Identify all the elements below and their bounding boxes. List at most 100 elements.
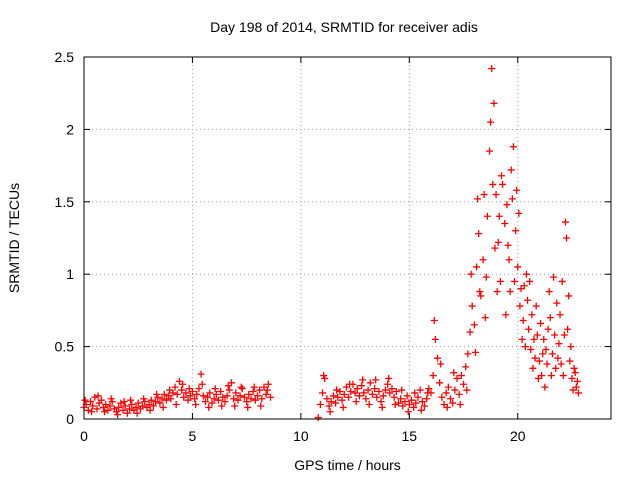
data-point	[487, 118, 495, 126]
data-point	[565, 292, 573, 300]
data-point	[180, 393, 188, 401]
data-point	[540, 335, 548, 343]
data-point	[403, 392, 411, 400]
data-point	[509, 143, 517, 151]
data-point	[316, 401, 324, 409]
data-point	[531, 354, 539, 362]
data-point	[481, 314, 489, 322]
data-point	[424, 389, 432, 397]
data-point	[411, 389, 419, 397]
data-point	[471, 348, 479, 356]
data-point	[515, 209, 523, 217]
data-point	[146, 406, 154, 414]
y-tick-label: 2	[66, 121, 74, 137]
data-point	[199, 392, 207, 400]
data-point	[381, 386, 389, 394]
data-point	[323, 395, 331, 403]
data-point	[171, 383, 179, 391]
y-tick-label: 1.5	[55, 194, 75, 210]
data-point	[179, 380, 187, 388]
data-point	[573, 377, 581, 385]
data-point	[443, 403, 451, 411]
data-point	[566, 357, 574, 365]
data-point	[505, 256, 513, 264]
data-point	[263, 386, 271, 394]
data-point	[558, 277, 566, 285]
data-point	[555, 340, 563, 348]
data-point	[412, 399, 420, 407]
data-point	[212, 390, 220, 398]
data-point	[507, 166, 515, 174]
x-tick-label: 10	[293, 428, 309, 444]
data-point	[191, 395, 199, 403]
data-point	[262, 390, 270, 398]
data-point	[444, 383, 452, 391]
data-point	[560, 331, 568, 339]
data-point	[442, 389, 450, 397]
y-tick-label: 2.5	[55, 49, 75, 65]
data-point	[563, 234, 571, 242]
data-point	[364, 386, 372, 394]
data-point	[195, 385, 203, 393]
data-point	[518, 335, 526, 343]
data-point	[132, 403, 140, 411]
data-point	[516, 302, 524, 310]
data-point	[534, 374, 542, 382]
data-point	[542, 345, 550, 353]
data-point	[257, 402, 265, 410]
data-point	[245, 390, 253, 398]
data-point	[517, 285, 525, 293]
data-point	[256, 386, 264, 394]
data-point	[466, 328, 474, 336]
data-point	[166, 386, 174, 394]
data-point	[319, 389, 327, 397]
data-point	[340, 390, 348, 398]
data-point	[185, 385, 193, 393]
data-point	[351, 389, 359, 397]
data-point	[204, 393, 212, 401]
data-point	[501, 220, 509, 228]
data-point	[392, 387, 400, 395]
x-tick-label: 0	[80, 428, 88, 444]
data-point	[550, 273, 558, 281]
data-point	[360, 389, 368, 397]
data-point	[559, 372, 567, 380]
data-point	[513, 186, 521, 194]
data-point	[264, 380, 272, 388]
data-point	[359, 376, 367, 384]
data-point	[267, 393, 275, 401]
data-point	[134, 399, 142, 407]
data-point	[186, 392, 194, 400]
data-point	[491, 244, 499, 252]
data-point	[468, 302, 476, 310]
data-point	[326, 408, 334, 416]
data-point	[486, 147, 494, 155]
data-point	[106, 402, 114, 410]
data-point	[206, 389, 214, 397]
data-point	[327, 398, 335, 406]
data-point	[162, 396, 170, 404]
data-point	[211, 385, 219, 393]
data-point	[385, 374, 393, 382]
data-point	[325, 402, 333, 410]
data-point	[101, 408, 109, 416]
data-point	[253, 392, 261, 400]
data-point	[139, 402, 147, 410]
data-points	[80, 65, 582, 422]
data-point	[483, 212, 491, 220]
data-point	[519, 317, 527, 325]
data-point	[120, 398, 128, 406]
data-point	[94, 392, 102, 400]
data-point	[535, 357, 543, 365]
data-point	[470, 321, 478, 329]
data-point	[514, 263, 522, 271]
y-axis-label: SRMTID / TECUs	[6, 183, 22, 293]
data-point	[512, 227, 520, 235]
data-point	[457, 372, 465, 380]
x-tick-label: 20	[510, 428, 526, 444]
data-point	[556, 311, 564, 319]
data-point	[508, 195, 516, 203]
data-point	[388, 385, 396, 393]
